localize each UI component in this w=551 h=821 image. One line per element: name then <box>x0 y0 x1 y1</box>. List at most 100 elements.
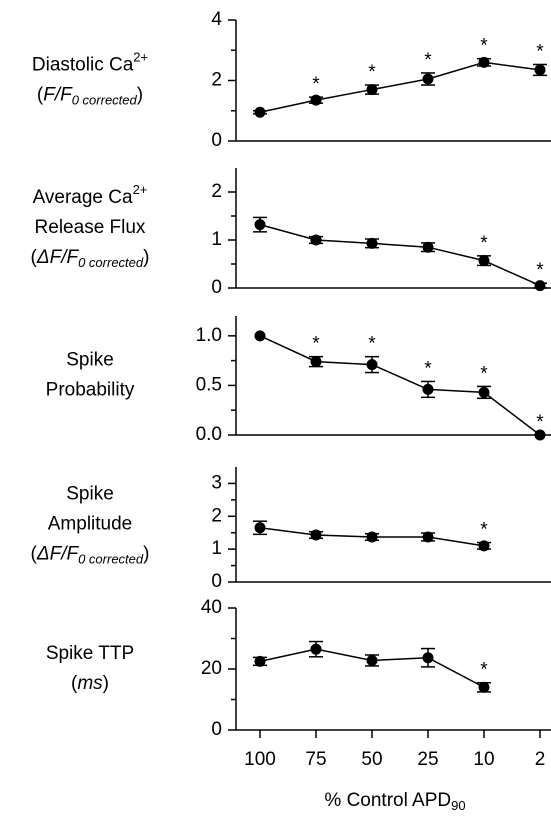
label-part: Probability <box>46 380 135 401</box>
y-tick-label: 4 <box>211 9 222 30</box>
axis-label: Average Ca2+ <box>33 182 148 208</box>
data-point <box>534 64 546 76</box>
data-point <box>478 681 490 693</box>
y-tick-label: 2 <box>211 181 222 202</box>
axis-label: Spike <box>66 484 114 505</box>
label-part: ( <box>31 544 38 565</box>
significance-marker: * <box>424 358 432 379</box>
axis-label: Diastolic Ca2+ <box>32 50 148 76</box>
data-point <box>422 383 434 395</box>
y-tick-label: 0 <box>211 719 222 740</box>
label-part: % Control APD <box>324 790 451 811</box>
y-tick-label: 0 <box>211 130 222 151</box>
y-tick-label: 2 <box>211 505 222 526</box>
data-point <box>534 280 546 292</box>
y-tick-label: 0 <box>211 571 222 592</box>
axis-label: (ΔF/F0 corrected) <box>31 247 150 270</box>
axis-label: % Control APD90 <box>324 790 465 813</box>
data-point <box>310 94 322 106</box>
data-point <box>254 522 266 534</box>
data-point <box>422 531 434 543</box>
data-point <box>310 643 322 655</box>
label-part: F/F <box>43 85 73 106</box>
data-point <box>478 255 490 267</box>
label-part: 0 corrected <box>78 552 144 567</box>
data-point <box>310 356 322 368</box>
label-part: ) <box>103 673 109 694</box>
x-tick-label: 25 <box>417 749 438 770</box>
data-point <box>366 654 378 666</box>
data-line <box>259 335 541 436</box>
significance-marker: * <box>312 334 320 355</box>
y-tick-label: 0.0 <box>196 424 222 445</box>
y-tick-label: 20 <box>201 658 222 679</box>
y-tick-label: 0.5 <box>196 374 222 395</box>
significance-marker: * <box>480 363 488 384</box>
label-part: ΔF/F <box>36 247 80 268</box>
label-part: ) <box>143 544 149 565</box>
x-tick-label: 10 <box>473 749 494 770</box>
significance-marker: * <box>312 74 320 95</box>
axis-label: Amplitude <box>48 514 133 535</box>
axis-label: Spike TTP <box>46 643 134 664</box>
y-tick-label: 1.0 <box>196 325 222 346</box>
data-line <box>259 61 541 113</box>
significance-marker: * <box>536 260 544 281</box>
axis-label: Probability <box>46 380 135 401</box>
data-point <box>310 234 322 246</box>
y-tick-label: 1 <box>211 229 222 250</box>
y-tick-label: 1 <box>211 538 222 559</box>
data-point <box>422 241 434 253</box>
data-point <box>422 652 434 664</box>
label-part: ( <box>71 673 78 694</box>
significance-marker: * <box>536 412 544 433</box>
label-part: Spike TTP <box>46 643 134 664</box>
data-point <box>254 106 266 118</box>
label-part: ) <box>143 247 149 268</box>
significance-marker: * <box>480 660 488 681</box>
axis-label: Release Flux <box>35 217 146 238</box>
axis-label: (F/F0 corrected) <box>37 85 143 108</box>
data-point <box>310 529 322 541</box>
y-tick-label: 0 <box>211 277 222 298</box>
significance-marker: * <box>480 233 488 254</box>
y-tick-label: 3 <box>211 472 222 493</box>
significance-marker: * <box>536 41 544 62</box>
significance-marker: * <box>368 334 376 355</box>
label-part: 0 corrected <box>72 93 138 108</box>
label-part: Amplitude <box>48 514 133 535</box>
label-part: Spike <box>66 350 114 371</box>
data-point <box>366 359 378 371</box>
label-part: 90 <box>451 798 465 813</box>
data-point <box>254 330 266 342</box>
data-line <box>259 223 541 287</box>
label-part: ΔF/F <box>36 544 80 565</box>
label-part: 2+ <box>133 50 148 65</box>
data-point <box>478 386 490 398</box>
x-tick-label: 2 <box>535 749 546 770</box>
label-part: Diastolic Ca <box>32 55 134 76</box>
data-point <box>478 540 490 552</box>
label-part: ( <box>37 85 44 106</box>
label-part: ) <box>137 85 143 106</box>
significance-marker: * <box>480 520 488 541</box>
y-tick-label: 2 <box>211 70 222 91</box>
data-point <box>366 531 378 543</box>
x-tick-label: 75 <box>305 749 326 770</box>
axis-label: (ΔF/F0 corrected) <box>31 544 150 567</box>
label-part: Spike <box>66 484 114 505</box>
y-tick-label: 40 <box>201 597 222 618</box>
label-part: ms <box>77 673 103 694</box>
label-part: 2+ <box>133 182 148 197</box>
label-part: Average Ca <box>33 187 133 208</box>
data-point <box>478 56 490 68</box>
x-tick-label: 100 <box>244 749 276 770</box>
data-point <box>254 219 266 231</box>
x-tick-label: 50 <box>361 749 382 770</box>
data-point <box>366 84 378 96</box>
significance-marker: * <box>480 36 488 57</box>
label-part: 0 corrected <box>78 255 144 270</box>
data-point <box>534 429 546 441</box>
data-point <box>366 237 378 249</box>
